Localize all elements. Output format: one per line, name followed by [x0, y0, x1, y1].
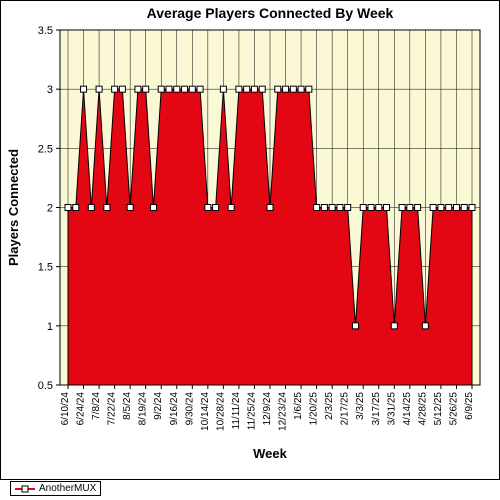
- x-tick-label: 3/17/25: [371, 392, 382, 426]
- legend-swatch: [15, 484, 35, 494]
- y-tick-label: 1.5: [38, 262, 53, 274]
- data-marker: [321, 205, 327, 211]
- x-tick-label: 6/10/24: [60, 392, 71, 426]
- data-marker: [119, 86, 125, 92]
- x-tick-label: 5/26/25: [448, 392, 459, 426]
- data-marker: [244, 86, 250, 92]
- data-marker: [81, 86, 87, 92]
- x-tick-label: 2/17/25: [340, 392, 351, 426]
- data-marker: [182, 86, 188, 92]
- data-marker: [314, 205, 320, 211]
- data-marker: [127, 205, 133, 211]
- data-marker: [337, 205, 343, 211]
- x-tick-label: 4/14/25: [402, 392, 413, 426]
- data-marker: [453, 205, 459, 211]
- x-tick-label: 2/3/25: [324, 392, 335, 420]
- x-tick-label: 12/9/24: [262, 392, 273, 426]
- x-axis-label: Week: [253, 446, 287, 461]
- data-marker: [283, 86, 289, 92]
- chart-title: Average Players Connected By Week: [147, 5, 394, 21]
- x-tick-label: 6/9/25: [464, 392, 475, 420]
- data-marker: [228, 205, 234, 211]
- data-marker: [189, 86, 195, 92]
- data-marker: [306, 86, 312, 92]
- data-marker: [329, 205, 335, 211]
- data-marker: [407, 205, 413, 211]
- data-marker: [422, 323, 428, 329]
- data-marker: [112, 86, 118, 92]
- data-marker: [376, 205, 382, 211]
- data-marker: [166, 86, 172, 92]
- x-tick-label: 9/2/24: [153, 392, 164, 420]
- data-marker: [345, 205, 351, 211]
- data-marker: [352, 323, 358, 329]
- data-marker: [368, 205, 374, 211]
- data-marker: [73, 205, 79, 211]
- data-marker: [290, 86, 296, 92]
- data-marker: [158, 86, 164, 92]
- x-tick-label: 7/22/24: [107, 392, 118, 426]
- data-marker: [236, 86, 242, 92]
- data-marker: [174, 86, 180, 92]
- x-tick-label: 9/30/24: [184, 392, 195, 426]
- x-tick-label: 3/3/25: [355, 392, 366, 420]
- x-tick-label: 8/5/24: [122, 392, 133, 420]
- data-marker: [461, 205, 467, 211]
- y-tick-label: 2.5: [38, 143, 53, 155]
- x-tick-label: 8/19/24: [138, 392, 149, 426]
- y-tick-label: 1: [47, 321, 53, 333]
- data-marker: [360, 205, 366, 211]
- y-tick-label: 3: [47, 84, 53, 96]
- data-marker: [267, 205, 273, 211]
- data-marker: [259, 86, 265, 92]
- data-marker: [469, 205, 475, 211]
- data-marker: [104, 205, 110, 211]
- x-tick-label: 10/14/24: [200, 392, 211, 431]
- data-marker: [150, 205, 156, 211]
- y-tick-label: 0.5: [38, 380, 53, 392]
- x-tick-label: 1/6/25: [293, 392, 304, 420]
- data-marker: [205, 205, 211, 211]
- x-tick-label: 9/16/24: [169, 392, 180, 426]
- data-marker: [96, 86, 102, 92]
- data-marker: [298, 86, 304, 92]
- x-tick-label: 1/20/25: [309, 392, 320, 426]
- x-tick-label: 5/12/25: [433, 392, 444, 426]
- data-marker: [88, 205, 94, 211]
- chart-container: 0.5 1 1.5 2 2.5 3 3.5 6/10/24 6/24/24 7/8/24 7/22/…: [0, 0, 500, 500]
- data-marker: [391, 323, 397, 329]
- data-marker: [197, 86, 203, 92]
- data-marker: [251, 86, 257, 92]
- data-marker: [143, 86, 149, 92]
- x-tick-label: 6/24/24: [76, 392, 87, 426]
- data-marker: [213, 205, 219, 211]
- y-tick-label: 3.5: [38, 25, 53, 37]
- legend: AnotherMUX: [10, 481, 101, 496]
- data-marker: [220, 86, 226, 92]
- data-marker: [430, 205, 436, 211]
- x-tick-label: 11/11/24: [231, 392, 242, 430]
- x-tick-label: 10/28/24: [215, 392, 226, 431]
- y-axis-label: Players Connected: [6, 149, 21, 266]
- data-marker: [65, 205, 71, 211]
- x-tick-label: 7/8/24: [91, 392, 102, 420]
- x-tick-label: 4/28/25: [417, 392, 428, 426]
- data-marker: [399, 205, 405, 211]
- data-marker: [275, 86, 281, 92]
- x-tick-label: 12/23/24: [278, 392, 289, 431]
- chart-svg: 0.5 1 1.5 2 2.5 3 3.5 6/10/24 6/24/24 7/8/24 7/22/…: [0, 0, 500, 480]
- legend-label: AnotherMUX: [39, 483, 96, 494]
- data-marker: [135, 86, 141, 92]
- x-tick-label: 3/31/25: [386, 392, 397, 426]
- x-tick-label: 11/25/24: [246, 392, 257, 431]
- data-marker: [446, 205, 452, 211]
- y-tick-label: 2: [47, 203, 53, 215]
- data-marker: [415, 205, 421, 211]
- data-marker: [384, 205, 390, 211]
- data-marker: [438, 205, 444, 211]
